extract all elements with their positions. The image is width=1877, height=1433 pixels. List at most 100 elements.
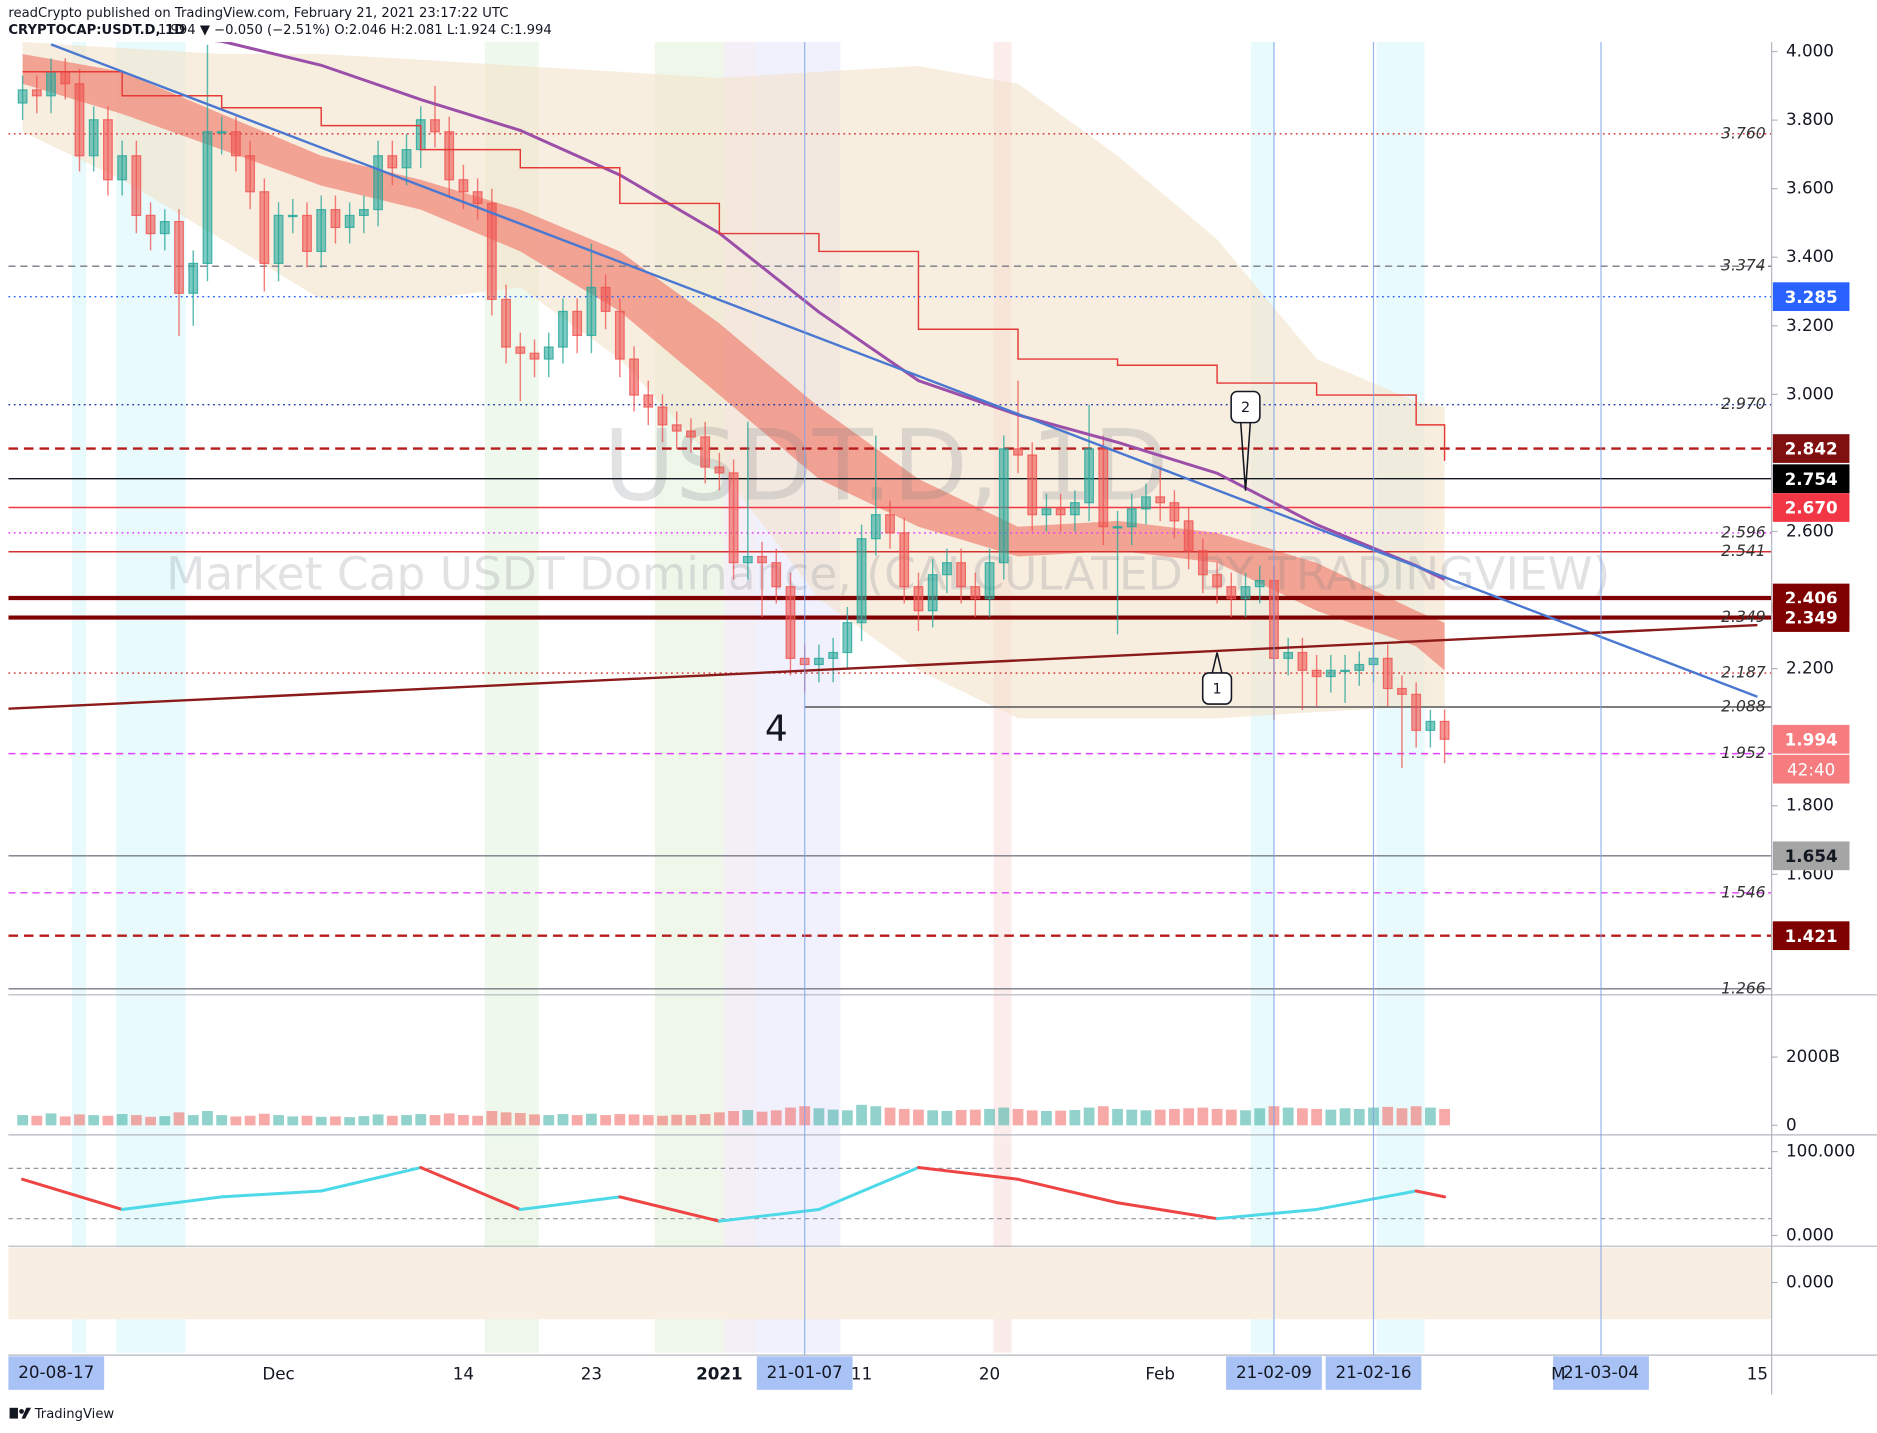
candle-body	[1027, 454, 1038, 516]
volume-bar	[955, 1109, 967, 1126]
volume-bar	[1083, 1107, 1095, 1126]
time-marker-box	[1553, 1356, 1649, 1390]
candle-body	[1098, 448, 1109, 528]
watermark-symbol: USDT.D, 1D	[603, 410, 1168, 524]
time-marker-box	[8, 1356, 105, 1390]
candle-body	[387, 155, 398, 169]
oscillator-segment	[419, 1166, 522, 1211]
candle-body	[927, 574, 938, 612]
volume-bar	[984, 1108, 995, 1126]
price-badge-label: 1.994	[1785, 729, 1838, 749]
volume-bar	[1325, 1109, 1337, 1126]
x-tick-label: Dec	[262, 1363, 294, 1383]
volume-bar	[756, 1111, 768, 1126]
volume-bar	[870, 1106, 882, 1126]
volume-bar	[713, 1112, 725, 1126]
volume-bar	[415, 1114, 427, 1126]
price-badge	[1772, 921, 1850, 951]
candle-body	[17, 89, 28, 104]
candle-body	[1283, 651, 1294, 659]
volume-bar	[344, 1117, 356, 1126]
volume-bar	[1396, 1108, 1408, 1126]
candle-body	[1297, 651, 1308, 671]
candle-body	[529, 352, 540, 360]
volume-bar	[1439, 1108, 1450, 1126]
y-tick-label: 2.200	[1786, 658, 1834, 678]
candle-body	[984, 562, 995, 600]
candle-body	[1212, 574, 1222, 588]
volume-bar	[59, 1116, 71, 1126]
volume-bar	[699, 1114, 711, 1126]
volume-bar	[486, 1110, 498, 1126]
candle-body	[1041, 508, 1052, 516]
volume-bar	[514, 1113, 526, 1126]
y-tick-label: 2.600	[1786, 520, 1834, 540]
candle-body	[344, 214, 355, 229]
volume-bar	[159, 1116, 171, 1126]
price-badge-label: 1.421	[1785, 926, 1838, 946]
y-tick-label: 3.400	[1786, 246, 1834, 266]
candle-body	[302, 214, 312, 253]
volume-bar	[969, 1109, 981, 1126]
volume-bar	[386, 1115, 398, 1126]
volume-bar	[586, 1113, 597, 1126]
volume-bar	[443, 1113, 455, 1126]
volume-bar	[543, 1115, 555, 1126]
price-badge	[1772, 464, 1850, 494]
volume-bar	[913, 1109, 924, 1126]
candle-body	[1254, 579, 1265, 588]
y-tick-label: 3.200	[1786, 315, 1834, 335]
volume-bar	[1311, 1108, 1323, 1126]
callout-box	[1201, 672, 1233, 705]
volume-bar	[273, 1115, 284, 1126]
volume-tick-label: 0	[1786, 1114, 1797, 1134]
overlay-line	[213, 41, 1446, 581]
candle-body	[899, 532, 910, 588]
volume-bar	[813, 1108, 825, 1126]
candle-body	[31, 89, 42, 97]
volume-bar	[1240, 1110, 1251, 1126]
candle-body	[501, 298, 511, 348]
volume-bar	[529, 1114, 540, 1126]
countdown-label: 42:40	[1787, 759, 1835, 779]
volume-bar	[1254, 1108, 1266, 1126]
volume-bar	[31, 1115, 43, 1126]
candle-body	[188, 262, 199, 294]
candle-body	[472, 191, 483, 205]
time-marker-label: 20-08-17	[18, 1362, 94, 1382]
candle-body	[1325, 669, 1336, 678]
candle-body	[828, 651, 839, 659]
candle-body	[486, 202, 497, 301]
volume-bar	[685, 1115, 697, 1126]
volume-bar	[1183, 1108, 1195, 1126]
level-label: 1.266	[1721, 979, 1766, 997]
candle-body	[430, 119, 440, 133]
oscillator-segment	[717, 1207, 821, 1223]
x-tick-label: 20	[979, 1363, 1000, 1383]
published-line: readCrypto published on TradingView.com,…	[8, 6, 508, 21]
oscillator-segment	[1414, 1189, 1447, 1199]
volume-bar	[230, 1116, 242, 1126]
candle-body	[600, 286, 611, 313]
time-marker-box	[756, 1356, 853, 1390]
volume-bar	[500, 1112, 512, 1126]
candle-body	[1340, 669, 1350, 673]
volume-bar	[657, 1115, 668, 1126]
level-label: 2.187	[1721, 664, 1766, 682]
volume-bar	[1112, 1108, 1123, 1126]
level-label: 2.088	[1721, 698, 1766, 716]
x-tick-label: 14	[453, 1363, 474, 1383]
candle-body	[842, 622, 853, 654]
candle-body	[1013, 448, 1023, 456]
candle-body	[1240, 586, 1251, 600]
y-tick-label: 3.600	[1786, 178, 1834, 198]
volume-bar	[372, 1114, 384, 1126]
x-tick-label: M	[1551, 1363, 1565, 1383]
volume-bar	[130, 1115, 142, 1126]
volume-bar	[1282, 1107, 1294, 1126]
candle-body	[174, 220, 184, 294]
y-tick-label: 4.000	[1786, 41, 1834, 61]
candle-body	[1311, 669, 1322, 678]
volume-bar	[1026, 1110, 1038, 1126]
level-label: 3.374	[1721, 257, 1766, 275]
